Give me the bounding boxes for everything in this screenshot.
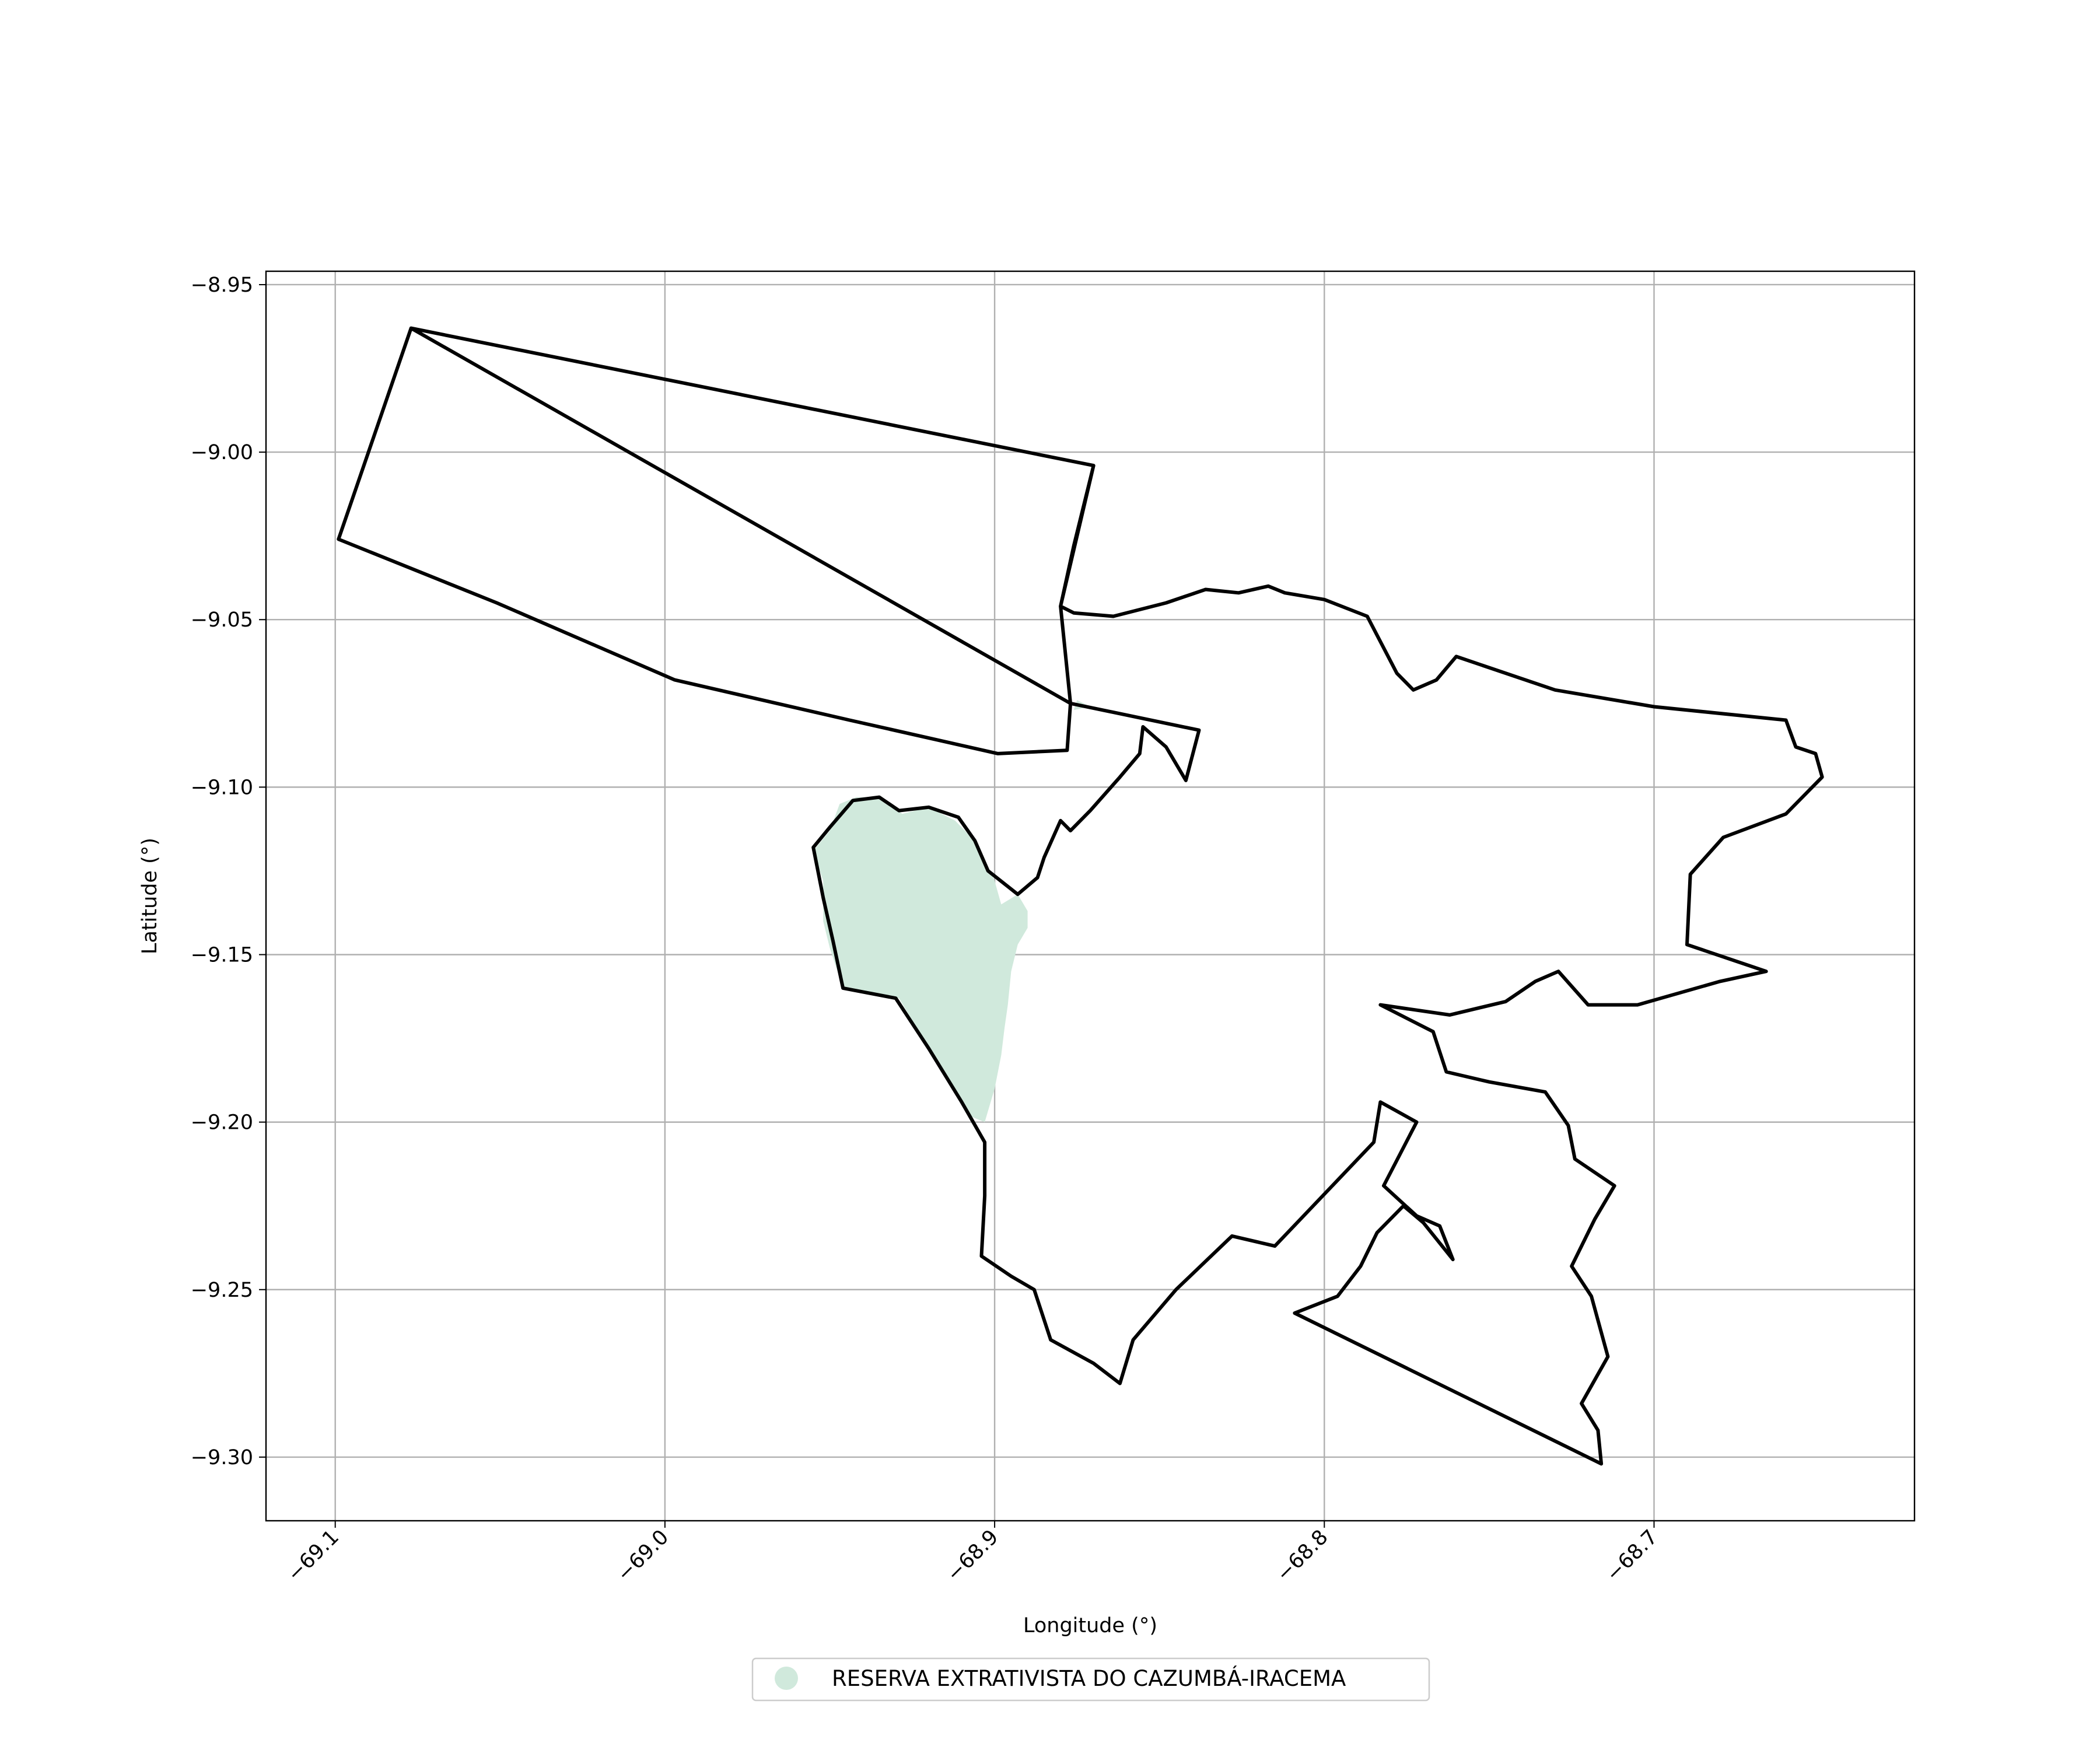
y-tick-label: −8.95 [191, 274, 253, 297]
y-tick-label: −9.15 [191, 943, 253, 967]
plot-frame [265, 270, 1916, 1522]
y-tick-label: −9.25 [191, 1279, 253, 1302]
y-tick-label: −9.00 [191, 441, 253, 464]
y-tick-label: −9.20 [191, 1111, 253, 1135]
x-axis-label: Longitude (°) [1023, 1614, 1157, 1637]
y-axis-ticks: −8.95 −9.00 −9.05 −9.10 −9.15 −9.20 −9.25 −9.30 [191, 274, 266, 1469]
boundary-outline [337, 326, 1824, 1466]
y-tick-label: −9.30 [191, 1446, 253, 1469]
legend-label-reserve: RESERVA EXTRATIVISTA DO CAZUMBÁ-IRACEMA [832, 1665, 1346, 1691]
y-axis-label: Latitude (°) [138, 838, 162, 954]
municipality-boundary [337, 326, 1824, 1466]
y-tick-label: −9.05 [191, 608, 253, 632]
legend-marker-reserve [775, 1667, 798, 1690]
legend: RESERVA EXTRATIVISTA DO CAZUMBÁ-IRACEMA [751, 1657, 1430, 1702]
legend-box [751, 1657, 1430, 1702]
y-tick-label: −9.10 [191, 776, 253, 799]
reserve-polygon [813, 797, 1028, 1122]
grid-lines [266, 271, 1915, 1521]
